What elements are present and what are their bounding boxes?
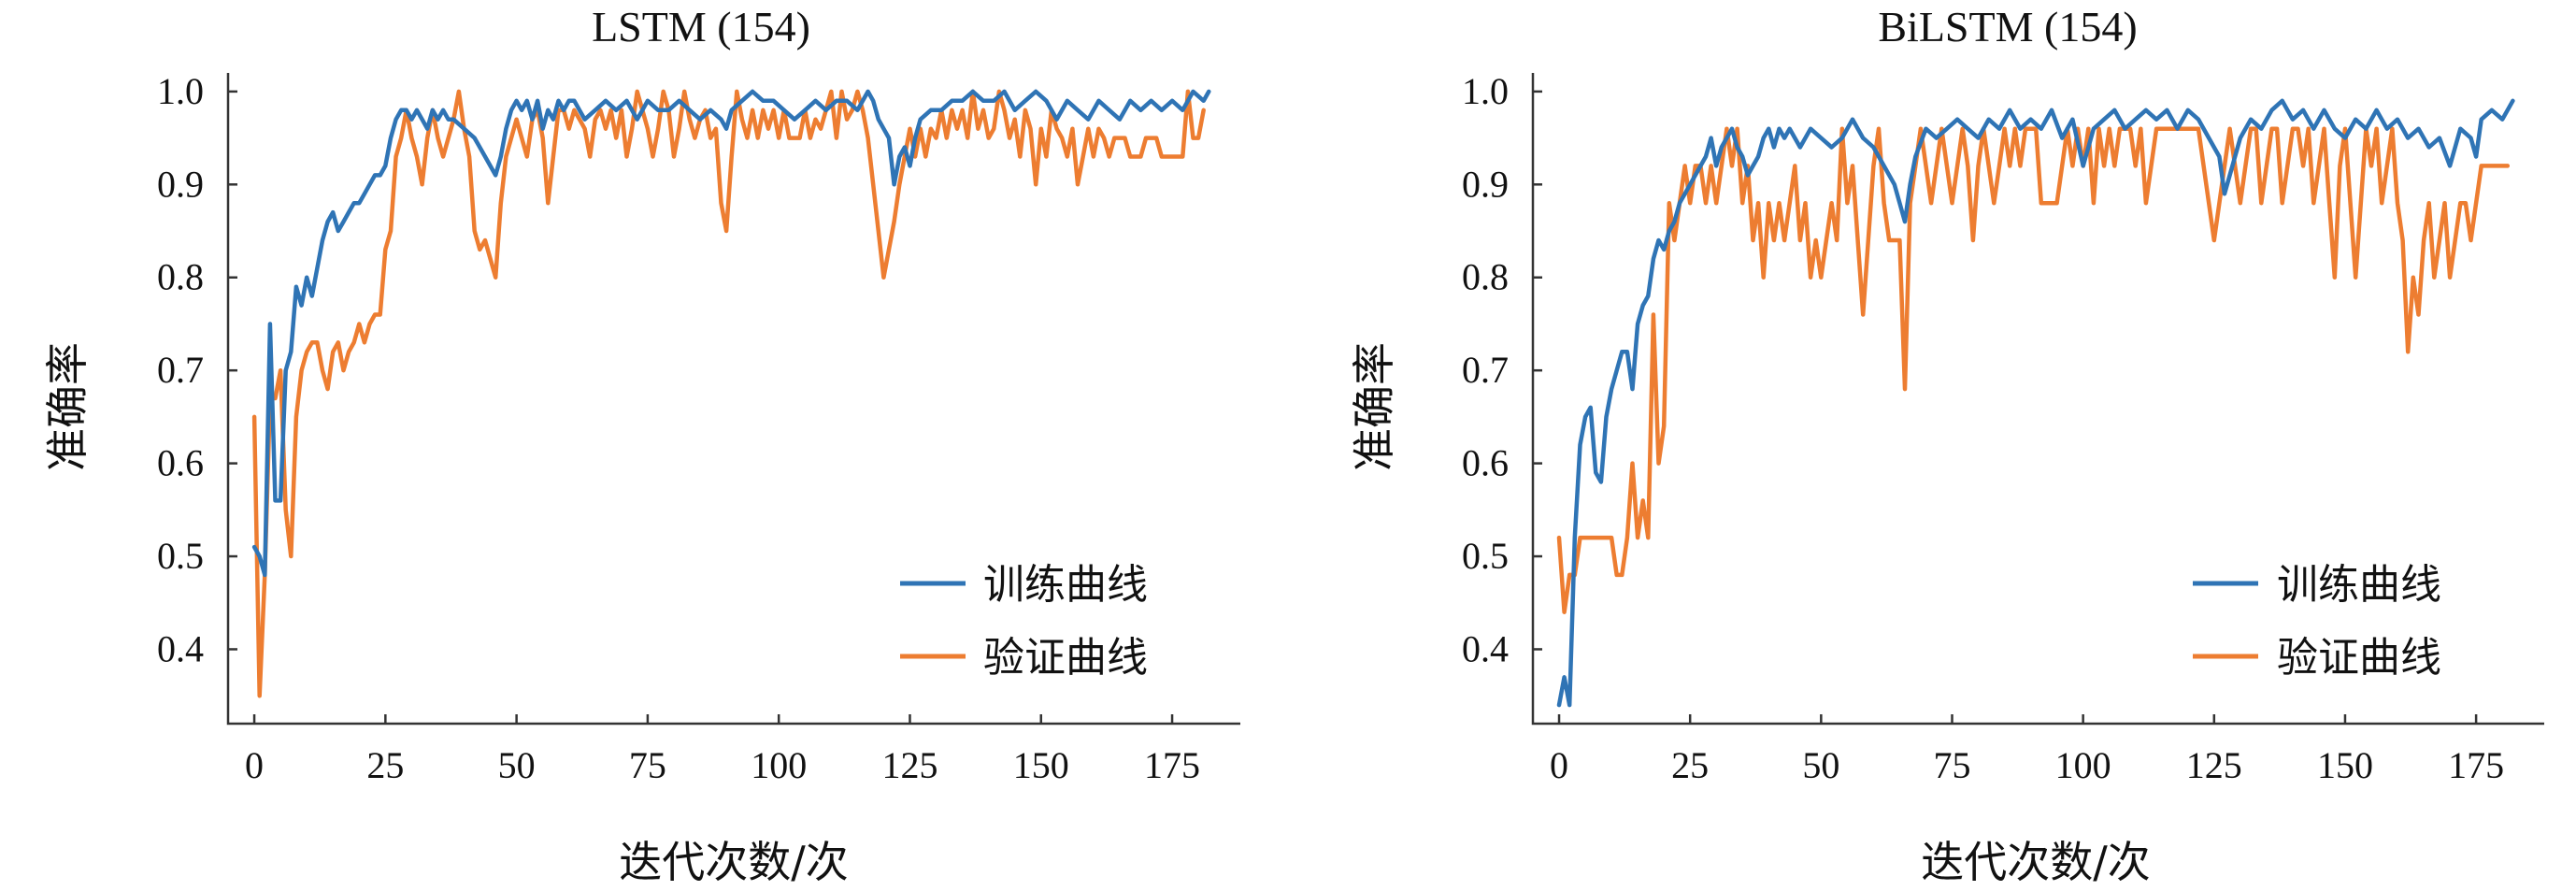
y-tick-label: 1.0 — [1462, 70, 1509, 112]
x-tick-label: 125 — [881, 744, 937, 786]
x-ticks: 0 25 50 75 100 125 150 175 — [245, 714, 1200, 786]
y-tick-label: 1.0 — [157, 70, 204, 112]
y-tick-label: 0.9 — [1462, 163, 1509, 205]
legend: 训练曲线 验证曲线 — [900, 561, 1148, 682]
y-tick-label: 0.8 — [1462, 256, 1509, 298]
x-axis-label: 迭代次数/次 — [1921, 837, 2151, 887]
series-line-val — [1556, 126, 2511, 614]
y-ticks: 0.4 0.5 0.6 0.7 0.8 0.9 1.0 — [157, 70, 237, 669]
y-tick-label: 0.8 — [157, 256, 204, 298]
series-group — [251, 89, 1211, 698]
x-tick-label: 0 — [1550, 744, 1568, 786]
chart-title: BiLSTM (154) — [1878, 3, 2137, 50]
y-tick-label: 0.6 — [1462, 442, 1509, 484]
x-tick-label: 175 — [1144, 744, 1200, 786]
chart-title: LSTM (154) — [592, 3, 810, 50]
y-tick-label: 0.9 — [157, 163, 204, 205]
x-tick-label: 100 — [751, 744, 807, 786]
y-axis-label: 准确率 — [1349, 342, 1399, 471]
x-tick-label: 125 — [2186, 744, 2242, 786]
axis-frame — [226, 73, 1240, 726]
x-tick-label: 0 — [245, 744, 264, 786]
x-tick-label: 175 — [2448, 744, 2504, 786]
x-tick-label: 75 — [1933, 744, 1970, 786]
legend-label-train: 训练曲线 — [983, 561, 1148, 609]
y-tick-label: 0.7 — [157, 349, 204, 391]
legend: 训练曲线 验证曲线 — [2193, 561, 2441, 682]
chart-panel-bilstm: BiLSTM (154) 准确率 迭代次数/次 0.40.50.60.70.80… — [1349, 3, 2544, 887]
legend-label-train: 训练曲线 — [2277, 561, 2441, 609]
legend-label-val: 验证曲线 — [2277, 634, 2441, 682]
y-tick-label: 0.6 — [157, 442, 204, 484]
y-tick-label: 0.4 — [157, 627, 204, 669]
x-tick-label: 50 — [498, 744, 536, 786]
y-tick-label: 0.5 — [157, 535, 204, 577]
legend-label-val: 验证曲线 — [983, 634, 1148, 682]
y-ticks: 0.4 0.5 0.6 0.7 0.8 0.9 1.0 — [1462, 70, 1542, 669]
x-tick-label: 150 — [1013, 744, 1069, 786]
series-line-val — [251, 89, 1206, 698]
y-tick-label: 0.5 — [1462, 535, 1509, 577]
x-tick-label: 100 — [2055, 744, 2111, 786]
series-line-train — [251, 89, 1211, 578]
x-tick-label: 150 — [2317, 744, 2373, 786]
x-ticks: 0 25 50 75 100 125 150 175 — [1550, 714, 2504, 786]
series-group — [1556, 98, 2515, 708]
axis-frame — [1531, 73, 2544, 726]
x-axis-label: 迭代次数/次 — [619, 837, 849, 887]
y-axis-label: 准确率 — [42, 342, 93, 471]
series-line-train — [1556, 98, 2515, 708]
y-tick-label: 0.4 — [1462, 627, 1509, 669]
x-tick-label: 25 — [1671, 744, 1709, 786]
y-tick-label: 0.7 — [1462, 349, 1509, 391]
x-tick-label: 75 — [629, 744, 666, 786]
x-tick-label: 25 — [366, 744, 404, 786]
x-tick-label: 50 — [1802, 744, 1839, 786]
chart-panel-lstm: LSTM (154) 准确率 迭代次数/次 0.4 0.5 0.6 0.7 0.8 0.9… — [42, 3, 1240, 887]
